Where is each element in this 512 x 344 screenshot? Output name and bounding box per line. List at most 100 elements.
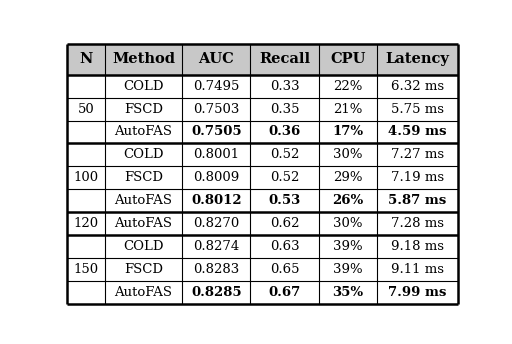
Bar bbox=[67, 212, 105, 235]
Bar bbox=[319, 235, 377, 258]
Bar bbox=[105, 120, 182, 143]
Text: 7.28 ms: 7.28 ms bbox=[391, 217, 444, 230]
Bar bbox=[182, 98, 250, 120]
Text: AutoFAS: AutoFAS bbox=[115, 286, 173, 299]
Bar bbox=[182, 212, 250, 235]
Text: CPU: CPU bbox=[330, 52, 366, 66]
Bar bbox=[250, 258, 319, 281]
Text: 5.75 ms: 5.75 ms bbox=[391, 103, 444, 116]
Text: 150: 150 bbox=[74, 263, 99, 276]
Text: Recall: Recall bbox=[259, 52, 310, 66]
Text: AutoFAS: AutoFAS bbox=[115, 217, 173, 230]
Bar bbox=[182, 235, 250, 258]
Bar bbox=[105, 166, 182, 189]
Bar bbox=[319, 166, 377, 189]
Bar bbox=[105, 75, 182, 98]
Text: AUC: AUC bbox=[198, 52, 234, 66]
Bar bbox=[250, 44, 319, 75]
Text: 39%: 39% bbox=[333, 263, 363, 276]
Bar bbox=[377, 98, 458, 120]
Text: 0.52: 0.52 bbox=[270, 171, 300, 184]
Text: 0.7495: 0.7495 bbox=[193, 80, 240, 93]
Bar bbox=[67, 44, 105, 75]
Bar bbox=[319, 189, 377, 212]
Text: 9.18 ms: 9.18 ms bbox=[391, 240, 444, 253]
Text: 30%: 30% bbox=[333, 217, 363, 230]
Text: 0.65: 0.65 bbox=[270, 263, 300, 276]
Bar bbox=[105, 212, 182, 235]
Text: FSCD: FSCD bbox=[124, 103, 163, 116]
Bar bbox=[250, 212, 319, 235]
Text: 0.8274: 0.8274 bbox=[193, 240, 239, 253]
Text: 0.7505: 0.7505 bbox=[191, 126, 242, 139]
Bar bbox=[250, 75, 319, 98]
Text: 0.35: 0.35 bbox=[270, 103, 300, 116]
Bar bbox=[105, 44, 182, 75]
Text: Method: Method bbox=[112, 52, 175, 66]
Bar bbox=[67, 189, 105, 212]
Bar bbox=[67, 258, 105, 281]
Bar bbox=[67, 281, 105, 303]
Text: 39%: 39% bbox=[333, 240, 363, 253]
Text: 21%: 21% bbox=[333, 103, 363, 116]
Bar bbox=[67, 166, 105, 189]
Bar bbox=[105, 143, 182, 166]
Bar bbox=[377, 44, 458, 75]
Text: 26%: 26% bbox=[332, 194, 364, 207]
Text: 120: 120 bbox=[74, 217, 99, 230]
Text: 6.32 ms: 6.32 ms bbox=[391, 80, 444, 93]
Bar bbox=[250, 281, 319, 303]
Text: 0.53: 0.53 bbox=[269, 194, 301, 207]
Text: 0.36: 0.36 bbox=[269, 126, 301, 139]
Bar bbox=[377, 258, 458, 281]
Text: COLD: COLD bbox=[123, 240, 164, 253]
Text: N: N bbox=[79, 52, 93, 66]
Bar bbox=[105, 189, 182, 212]
Bar bbox=[250, 235, 319, 258]
Text: 0.8283: 0.8283 bbox=[193, 263, 239, 276]
Text: 0.8009: 0.8009 bbox=[193, 171, 239, 184]
Bar bbox=[67, 75, 105, 98]
Bar bbox=[377, 120, 458, 143]
Bar bbox=[182, 143, 250, 166]
Bar bbox=[105, 281, 182, 303]
Bar bbox=[67, 98, 105, 120]
Bar bbox=[319, 143, 377, 166]
Bar bbox=[319, 75, 377, 98]
Bar bbox=[250, 189, 319, 212]
Text: 50: 50 bbox=[78, 103, 95, 116]
Text: 7.27 ms: 7.27 ms bbox=[391, 148, 444, 161]
Text: FSCD: FSCD bbox=[124, 171, 163, 184]
Bar bbox=[182, 258, 250, 281]
Bar bbox=[319, 44, 377, 75]
Text: COLD: COLD bbox=[123, 148, 164, 161]
Bar bbox=[319, 258, 377, 281]
Text: COLD: COLD bbox=[123, 80, 164, 93]
Bar bbox=[67, 143, 105, 166]
Text: 0.63: 0.63 bbox=[270, 240, 300, 253]
Text: FSCD: FSCD bbox=[124, 263, 163, 276]
Bar bbox=[377, 212, 458, 235]
Text: 100: 100 bbox=[74, 171, 99, 184]
Text: 9.11 ms: 9.11 ms bbox=[391, 263, 444, 276]
Text: 7.99 ms: 7.99 ms bbox=[388, 286, 446, 299]
Bar bbox=[250, 120, 319, 143]
Bar bbox=[319, 120, 377, 143]
Bar bbox=[182, 120, 250, 143]
Text: 0.62: 0.62 bbox=[270, 217, 300, 230]
Bar bbox=[377, 189, 458, 212]
Bar bbox=[182, 44, 250, 75]
Bar bbox=[105, 235, 182, 258]
Text: 4.59 ms: 4.59 ms bbox=[388, 126, 446, 139]
Bar bbox=[377, 281, 458, 303]
Bar bbox=[182, 281, 250, 303]
Bar bbox=[250, 98, 319, 120]
Bar bbox=[105, 258, 182, 281]
Text: 7.19 ms: 7.19 ms bbox=[391, 171, 444, 184]
Bar bbox=[182, 189, 250, 212]
Text: 0.8270: 0.8270 bbox=[193, 217, 239, 230]
Bar bbox=[67, 120, 105, 143]
Text: 29%: 29% bbox=[333, 171, 363, 184]
Bar bbox=[250, 166, 319, 189]
Text: 0.67: 0.67 bbox=[269, 286, 301, 299]
